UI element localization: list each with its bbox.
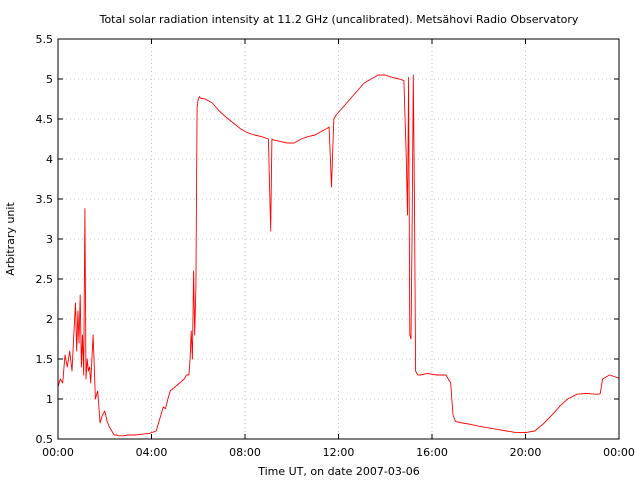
x-tick-label: 00:00 (603, 446, 635, 459)
series-layer (57, 74, 620, 437)
x-tick-label: 12:00 (323, 446, 355, 459)
y-tick-label: 5 (46, 73, 53, 86)
y-tick-label: 0.5 (36, 433, 54, 446)
x-axis-label: Time UT, on date 2007-03-06 (257, 465, 420, 478)
x-tick-label: 20:00 (510, 446, 542, 459)
y-tick-label: 3 (46, 233, 53, 246)
y-axis-label: Arbitrary unit (4, 202, 17, 276)
y-tick-label: 2.5 (36, 273, 54, 286)
y-tick-label: 4.5 (36, 113, 54, 126)
series-line (57, 74, 620, 437)
y-tick-label: 3.5 (36, 193, 54, 206)
x-tick-label: 16:00 (416, 446, 448, 459)
grid (58, 39, 619, 439)
y-tick-label: 1 (46, 393, 53, 406)
axis-ticks: 00:00 04:00 08:00 12:00 16:00 20:00 00:000.511… (36, 33, 635, 459)
chart-title: Total solar radiation intensity at 11.2 … (99, 13, 579, 26)
y-tick-label: 1.5 (36, 353, 54, 366)
x-tick-label: 00:00 (42, 446, 74, 459)
y-tick-label: 4 (46, 153, 53, 166)
y-tick-label: 2 (46, 313, 53, 326)
y-tick-label: 5.5 (36, 33, 54, 46)
x-tick-label: 04:00 (136, 446, 168, 459)
x-tick-label: 08:00 (229, 446, 261, 459)
